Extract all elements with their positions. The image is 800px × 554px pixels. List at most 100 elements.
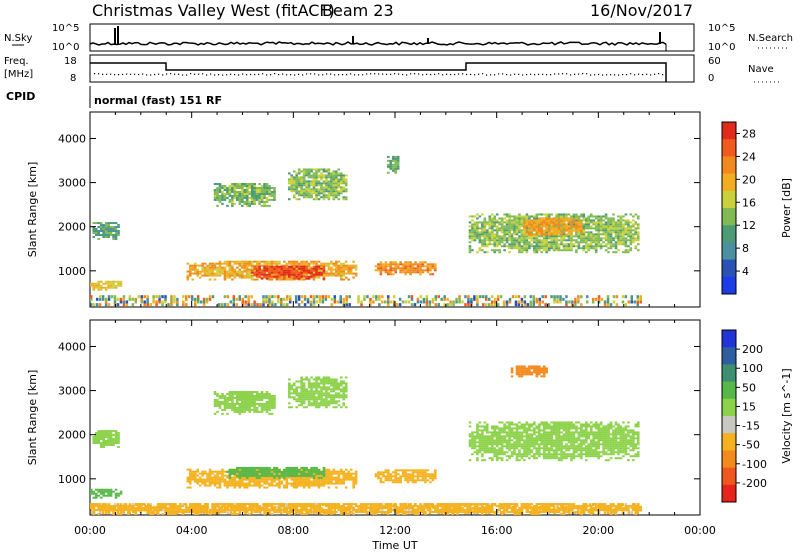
power-echo-cell: [322, 188, 326, 191]
power-echo-cell: [312, 192, 316, 195]
power-echo-cell: [280, 276, 284, 279]
power-echo-cell: [112, 233, 115, 236]
velocity-echo-cell: [312, 384, 316, 387]
power-echo-cell: [490, 219, 494, 222]
velocity-echo-cell: [337, 476, 341, 479]
power-echo-cell: [565, 239, 568, 242]
power-echo-cell: [330, 172, 333, 175]
power-echo-cell: [622, 235, 625, 238]
velocity-echo-cell: [216, 480, 219, 483]
velocity-echo-cell: [231, 393, 234, 396]
power-echo-cell: [193, 270, 197, 273]
velocity-echo-cell: [307, 390, 311, 393]
velocity-echo-cell: [114, 440, 118, 442]
power-echo-cell: [597, 221, 600, 224]
velocity-echo-cell: [112, 438, 115, 441]
velocity-echo-cell: [302, 400, 306, 403]
power-ground-cell: [104, 303, 108, 307]
power-echo-cell: [109, 286, 113, 289]
velocity-echo-cell: [268, 402, 271, 405]
velocity-echo-cell: [273, 398, 276, 401]
power-echo-cell: [560, 215, 563, 218]
power-echo-cell: [250, 192, 254, 195]
velocity-echo-cell: [396, 469, 400, 472]
power-echo-cell: [243, 183, 247, 186]
power-echo-cell: [562, 215, 566, 218]
power-echo-cell: [332, 274, 336, 277]
power-ground-cell: [366, 295, 369, 299]
velocity-echo-cell: [102, 430, 105, 433]
velocity-echo-cell: [292, 480, 296, 483]
power-ground-cell: [247, 303, 250, 307]
power-echo-cell: [493, 239, 497, 242]
power-echo-cell: [547, 227, 551, 230]
power-echo-cell: [505, 219, 509, 222]
power-echo-cell: [597, 219, 600, 222]
power-echo-cell: [575, 229, 578, 232]
power-echo-cell: [193, 262, 197, 265]
nave-dot: [98, 73, 100, 75]
velocity-echo-cell: [250, 470, 254, 473]
power-echo-cell: [481, 241, 484, 244]
velocity-echo-cell: [218, 404, 222, 407]
power-echo-cell: [406, 261, 410, 264]
velocity-echo-cell: [99, 430, 103, 433]
power-echo-cell: [275, 265, 279, 268]
power-echo-cell: [419, 261, 422, 264]
power-echo-cell: [629, 225, 633, 228]
power-echo-cell: [285, 278, 289, 281]
velocity-echo-cell: [114, 494, 118, 497]
velocity-echo-cell: [273, 404, 276, 407]
velocity-echo-cell: [213, 400, 217, 403]
velocity-echo-cell: [99, 441, 103, 444]
power-echo-cell: [107, 286, 110, 289]
power-echo-cell: [562, 239, 566, 242]
velocity-echo-cell: [107, 492, 110, 495]
power-echo-cell: [203, 270, 207, 273]
power-echo-cell: [270, 262, 274, 265]
power-echo-cell: [231, 183, 234, 186]
velocity-echo-cell: [307, 480, 311, 483]
power-echo-cell: [109, 280, 113, 283]
power-echo-cell: [245, 190, 249, 193]
power-echo-cell: [223, 196, 227, 199]
velocity-echo-cell: [255, 472, 259, 475]
power-echo-cell: [191, 272, 195, 275]
velocity-echo-cell: [315, 476, 318, 479]
velocity-echo-cell: [258, 398, 261, 401]
velocity-echo-cell: [310, 384, 313, 387]
velocity-echo-cell: [233, 482, 237, 485]
power-ground-cell: [532, 303, 536, 307]
power-echo-cell: [233, 187, 237, 189]
power-echo-cell: [226, 272, 229, 275]
velocity-echo-cell: [102, 434, 105, 437]
power-echo-cell: [545, 225, 548, 228]
power-ground-cell: [274, 295, 277, 299]
power-echo-cell: [552, 217, 556, 220]
power-echo-cell: [107, 222, 110, 225]
power-echo-cell: [92, 282, 96, 285]
power-echo-cell: [102, 230, 105, 233]
velocity-echo-cell: [189, 480, 192, 483]
power-ground-cell: [487, 303, 491, 307]
velocity-echo-cell: [189, 482, 192, 485]
power-echo-cell: [258, 198, 261, 201]
velocity-echo-cell: [288, 382, 291, 385]
power-echo-cell: [99, 288, 103, 291]
velocity-echo-cell: [394, 475, 398, 478]
power-echo-cell: [523, 227, 526, 230]
velocity-echo-cell: [240, 478, 244, 481]
velocity-echo-cell: [302, 480, 306, 483]
power-echo-cell: [562, 233, 566, 236]
power-echo-cell: [525, 241, 529, 244]
power-echo-cell: [396, 159, 400, 162]
velocity-echo-cell: [250, 400, 254, 403]
power-echo-cell: [102, 226, 105, 229]
velocity-echo-cell: [228, 474, 232, 477]
velocity-ground-cell: [571, 511, 574, 515]
power-echo-cell: [196, 264, 200, 267]
power-echo-cell: [530, 227, 534, 230]
power-ground-cell: [288, 297, 292, 301]
nave-dot: [322, 74, 324, 76]
velocity-echo-cell: [285, 472, 289, 475]
